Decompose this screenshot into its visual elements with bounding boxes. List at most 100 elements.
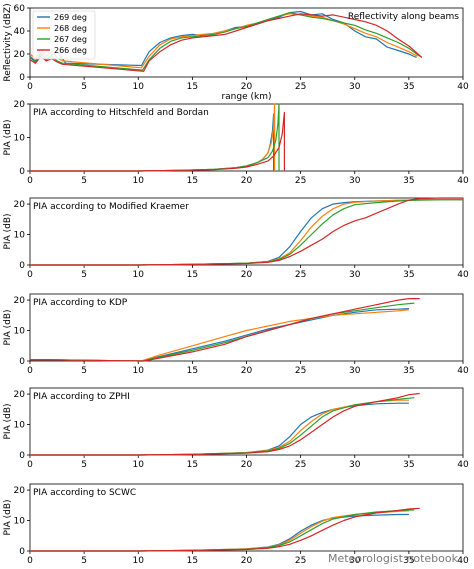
series-line-3 xyxy=(29,12,421,71)
legend-label: 269 deg xyxy=(54,13,87,22)
x-tick-label: 35 xyxy=(403,366,414,376)
x-tick-label: 35 xyxy=(403,176,414,186)
x-tick-label: 40 xyxy=(457,270,469,280)
series-line-4 xyxy=(30,197,463,266)
x-tick-label: 40 xyxy=(457,556,469,566)
x-tick-label: 5 xyxy=(81,366,87,376)
y-tick-label: 0 xyxy=(19,73,25,83)
y-tick-label: 20 xyxy=(14,390,26,400)
x-tick-label: 20 xyxy=(241,460,253,470)
series-line-4 xyxy=(30,392,420,456)
x-tick-label: 30 xyxy=(349,556,361,566)
chart-panel-6: 0 5 10 15 20 25 30 35 40 0 10 20 PIA according to SC… xyxy=(3,483,469,566)
y-tick-label: 20 xyxy=(14,100,26,110)
x-tick-label: 25 xyxy=(295,270,306,280)
x-tick-label: 10 xyxy=(133,556,145,566)
y-axis-label: PIA (dB) xyxy=(3,309,13,345)
x-tick-label: 20 xyxy=(241,556,253,566)
y-tick-label: 20 xyxy=(14,296,26,306)
x-tick-label: 25 xyxy=(295,556,306,566)
x-tick-label: 40 xyxy=(457,176,469,186)
chart-panel-4: 0 5 10 15 20 25 30 35 40 0 10 20 PIA according to KD… xyxy=(3,293,469,376)
series-line-1 xyxy=(30,308,409,362)
y-axis-label: Reflectivity (dBZ) xyxy=(3,3,13,81)
y-tick-label: 10 xyxy=(14,134,26,144)
x-tick-label: 5 xyxy=(81,270,87,280)
y-tick-label: 0 xyxy=(19,547,25,557)
watermark-text: Meteorologist notebook xyxy=(327,552,458,565)
x-tick-label: 25 xyxy=(295,82,306,92)
chart-panel-3: 0 5 10 15 20 25 30 35 40 0 10 20 PIA according to Mo… xyxy=(3,197,469,280)
panel-title: PIA according to Hitschfeld and Bordan xyxy=(33,108,209,118)
y-tick-label: 10 xyxy=(14,231,26,241)
x-tick-label: 35 xyxy=(403,270,414,280)
x-tick-label: 15 xyxy=(187,270,198,280)
y-tick-label: 10 xyxy=(14,517,26,527)
legend-label: 267 deg xyxy=(54,35,87,44)
x-tick-label: 35 xyxy=(403,556,414,566)
x-tick-label: 25 xyxy=(295,176,306,186)
series-line-4 xyxy=(30,298,420,362)
x-tick-label: 5 xyxy=(81,176,87,186)
x-tick-label: 40 xyxy=(457,366,469,376)
x-tick-label: 0 xyxy=(27,556,33,566)
y-tick-label: 0 xyxy=(19,167,25,177)
series-line-4 xyxy=(30,111,285,172)
x-tick-label: 40 xyxy=(457,460,469,470)
x-tick-label: 15 xyxy=(187,366,198,376)
x-tick-label: 15 xyxy=(187,460,198,470)
x-tick-label: 0 xyxy=(27,82,33,92)
x-tick-label: 10 xyxy=(133,460,145,470)
x-tick-label: 0 xyxy=(27,460,33,470)
x-tick-label: 15 xyxy=(187,556,198,566)
y-tick-label: 20 xyxy=(14,486,26,496)
x-tick-label: 20 xyxy=(241,176,253,186)
panel-title: Reflectivity along beams xyxy=(348,12,459,22)
x-tick-label: 10 xyxy=(133,82,145,92)
x-tick-label: 35 xyxy=(403,82,414,92)
x-tick-label: 25 xyxy=(295,460,306,470)
legend-label: 266 deg xyxy=(54,46,87,55)
x-tick-label: 30 xyxy=(349,82,361,92)
y-tick-label: 20 xyxy=(14,200,26,210)
x-tick-label: 10 xyxy=(133,270,145,280)
y-tick-label: 0 xyxy=(19,357,25,367)
x-tick-label: 30 xyxy=(349,460,361,470)
x-tick-label: 5 xyxy=(81,82,87,92)
x-tick-label: 20 xyxy=(241,270,253,280)
y-tick-label: 0 xyxy=(19,451,25,461)
y-tick-label: 10 xyxy=(14,421,26,431)
y-tick-label: 60 xyxy=(14,4,26,14)
x-tick-label: 15 xyxy=(187,176,198,186)
chart-panel-2: 0 5 10 15 20 25 30 35 40 0 10 20 PIA according to Hi… xyxy=(3,100,469,186)
x-tick-label: 30 xyxy=(349,270,361,280)
x-tick-label: 15 xyxy=(187,82,198,92)
x-tick-label: 5 xyxy=(81,556,87,566)
chart-panel-5: 0 5 10 15 20 25 30 35 40 0 10 20 PIA according to ZP… xyxy=(3,387,469,470)
series-line-4 xyxy=(30,507,420,552)
x-tick-label: 40 xyxy=(457,82,469,92)
x-tick-label: 25 xyxy=(295,366,306,376)
legend-box xyxy=(32,10,96,60)
x-tick-label: 0 xyxy=(27,366,33,376)
y-axis-label: PIA (dB) xyxy=(3,403,13,439)
legend-label: 268 deg xyxy=(54,24,87,33)
panel-title: PIA according to ZPHI xyxy=(33,392,130,402)
series-line-1 xyxy=(30,513,409,552)
y-axis-label: PIA (dB) xyxy=(3,499,13,535)
y-axis-label: PIA (dB) xyxy=(3,213,13,249)
series-line-1 xyxy=(30,402,409,456)
panel-title: PIA according to Modified Kraemer xyxy=(33,202,189,212)
y-tick-label: 40 xyxy=(14,27,26,37)
x-tick-label: 5 xyxy=(81,460,87,470)
x-tick-label: 35 xyxy=(403,460,414,470)
series-line-1 xyxy=(30,113,275,172)
x-tick-label: 10 xyxy=(133,176,145,186)
x-tick-label: 0 xyxy=(27,176,33,186)
series-line-2 xyxy=(30,309,409,362)
x-tick-label: 30 xyxy=(349,176,361,186)
panel-title: PIA according to SCWC xyxy=(33,488,136,498)
chart-panel-1: 0 5 10 15 20 25 30 35 40 0 20 40 60 Reflectivity alon… xyxy=(3,3,469,102)
y-tick-label: 0 xyxy=(19,261,25,271)
